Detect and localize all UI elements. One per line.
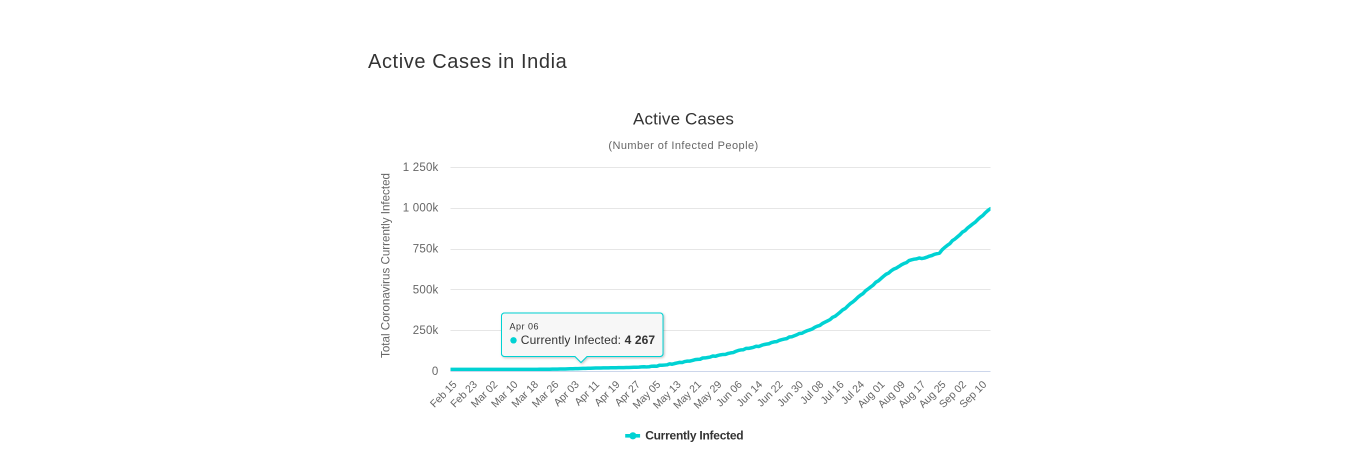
svg-text:500k: 500k <box>413 284 439 296</box>
svg-text:Total Coronavirus Currently In: Total Coronavirus Currently Infected <box>379 173 392 358</box>
svg-text:Active Cases: Active Cases <box>633 110 734 129</box>
svg-text:Currently Infected: Currently Infected <box>645 428 743 442</box>
svg-text:1 250k: 1 250k <box>403 162 439 174</box>
svg-text:750k: 750k <box>413 244 439 256</box>
svg-text:250k: 250k <box>413 325 439 337</box>
svg-text:Apr 06: Apr 06 <box>510 322 540 332</box>
svg-text:(Number of Infected People): (Number of Infected People) <box>608 140 758 152</box>
svg-text:Currently Infected: 4 267: Currently Infected: 4 267 <box>521 333 656 347</box>
svg-text:1 000k: 1 000k <box>403 203 439 215</box>
svg-text:0: 0 <box>432 366 439 378</box>
